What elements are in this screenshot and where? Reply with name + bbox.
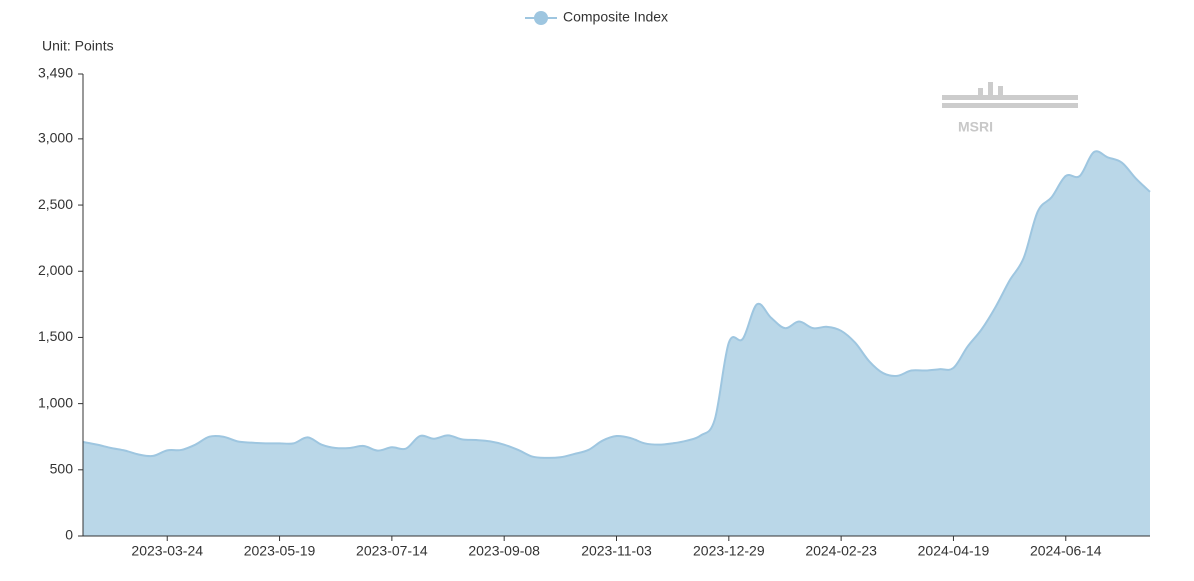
y-tick-label: 0 <box>65 527 73 543</box>
legend-label: Composite Index <box>563 9 668 25</box>
y-tick-label: 1,000 <box>38 394 73 410</box>
y-tick-label: 3,000 <box>38 130 73 146</box>
x-tick-label: 2023-05-19 <box>244 543 316 559</box>
watermark-logo: MSRI <box>942 82 1078 135</box>
y-tick-label: 3,490 <box>38 65 73 81</box>
y-tick-label: 500 <box>50 461 74 477</box>
y-tick-label: 1,500 <box>38 328 73 344</box>
legend-marker <box>534 11 548 25</box>
x-tick-label: 2024-06-14 <box>1030 543 1102 559</box>
x-tick-label: 2023-09-08 <box>468 543 540 559</box>
y-axis-title: Unit: Points <box>42 38 114 54</box>
y-tick-label: 2,500 <box>38 196 73 212</box>
x-tick-label: 2024-02-23 <box>805 543 877 559</box>
watermark: MSRI <box>958 119 993 135</box>
x-tick-label: 2024-04-19 <box>918 543 990 559</box>
x-tick-label: 2023-03-24 <box>131 543 203 559</box>
area-line <box>82 150 1151 459</box>
area-fill <box>83 151 1150 537</box>
y-tick-label: 2,000 <box>38 262 73 278</box>
x-tick-label: 2023-07-14 <box>356 543 428 559</box>
x-tick-label: 2023-11-03 <box>581 543 652 559</box>
x-tick-label: 2023-12-29 <box>693 543 765 559</box>
